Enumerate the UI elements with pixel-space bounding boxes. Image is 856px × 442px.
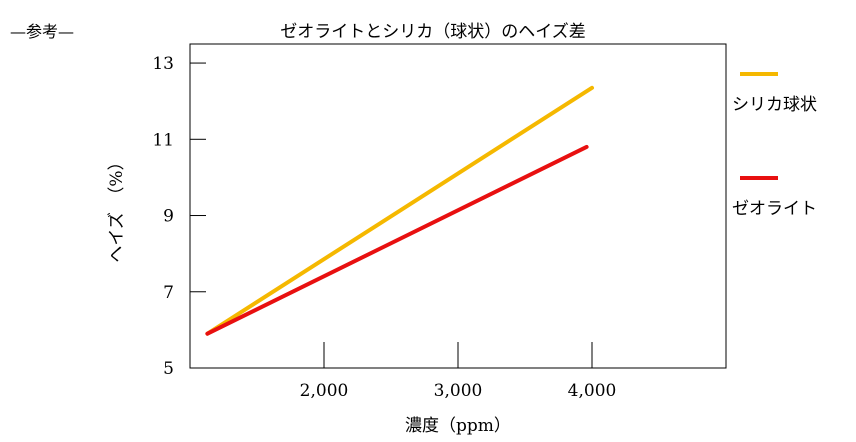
reference-label: —参考— [10,22,74,41]
series-line-1 [205,144,589,336]
y-tick-label: 9 [163,207,174,227]
x-axis-label: 濃度（ppm） [405,416,511,436]
y-tick-label: 11 [152,130,174,150]
legend-label-1: ゼオライト [732,199,817,219]
series-line-0 [205,85,594,336]
y-tick-label: 13 [152,54,174,74]
legend-label-0: シリカ球状 [732,95,817,115]
x-tick-label: 2,000 [300,381,349,401]
series-lines [205,85,594,336]
y-tick-label: 7 [163,283,174,303]
y-axis-ticks: 5 7 9 11 13 [152,54,206,379]
y-tick-label: 5 [163,359,174,379]
y-axis-label: ヘイズ （%） [107,153,127,262]
plot-frame [189,43,727,369]
chart-title: ゼオライトとシリカ（球状）のヘイズ差 [280,22,586,42]
x-tick-label: 4,000 [568,381,617,401]
x-tick-label: 3,000 [434,381,483,401]
x-axis-ticks: 2,000 3,000 4,000 [300,342,617,401]
